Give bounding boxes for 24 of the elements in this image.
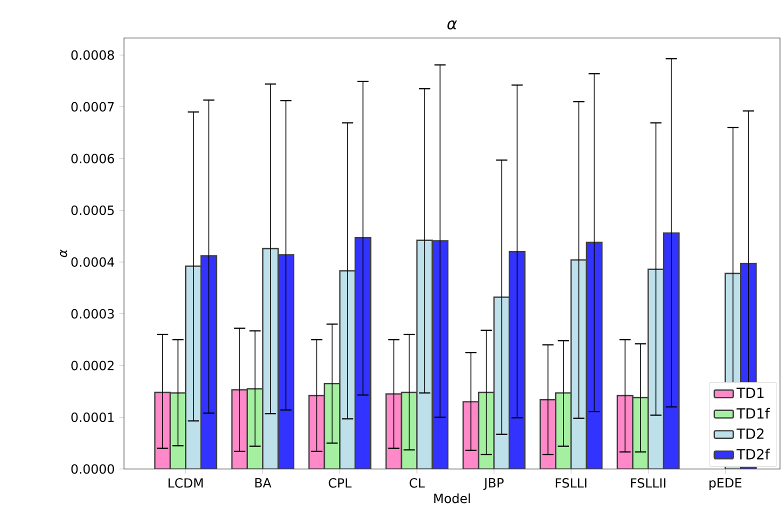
y-tick-label: 0.0005	[71, 205, 114, 216]
x-tick-label: LCDM	[168, 478, 203, 488]
y-axis-title: α	[60, 249, 68, 258]
x-tick-label: pEDE	[710, 478, 742, 490]
legend-label: TD1	[736, 388, 764, 398]
y-tick-label: 0.0000	[71, 464, 114, 474]
x-tick-label: BA	[255, 478, 272, 488]
y-tick-label: 0.0002	[71, 360, 114, 370]
legend-label: TD1f	[736, 408, 770, 419]
x-tick-label: CPL	[328, 478, 352, 488]
legend-label: TD2f	[736, 448, 770, 460]
y-tick-label: 0.0004	[71, 257, 114, 267]
y-tick-label: 0.0001	[71, 412, 114, 422]
y-tick-label: 0.0008	[71, 50, 114, 60]
x-tick-label: JBP	[483, 478, 504, 490]
y-tick-label: 0.0006	[71, 154, 114, 164]
y-tick-label: 0.0007	[71, 102, 114, 112]
y-tick-label: 0.0003	[71, 308, 114, 319]
legend-label: TD2	[736, 428, 764, 439]
x-tick-label: CL	[410, 478, 425, 488]
chart-title: α	[447, 20, 458, 30]
x-tick-label: FSLLI	[556, 478, 586, 488]
x-axis-title: Model	[434, 493, 470, 504]
x-tick-label: FSLLII	[631, 478, 666, 488]
